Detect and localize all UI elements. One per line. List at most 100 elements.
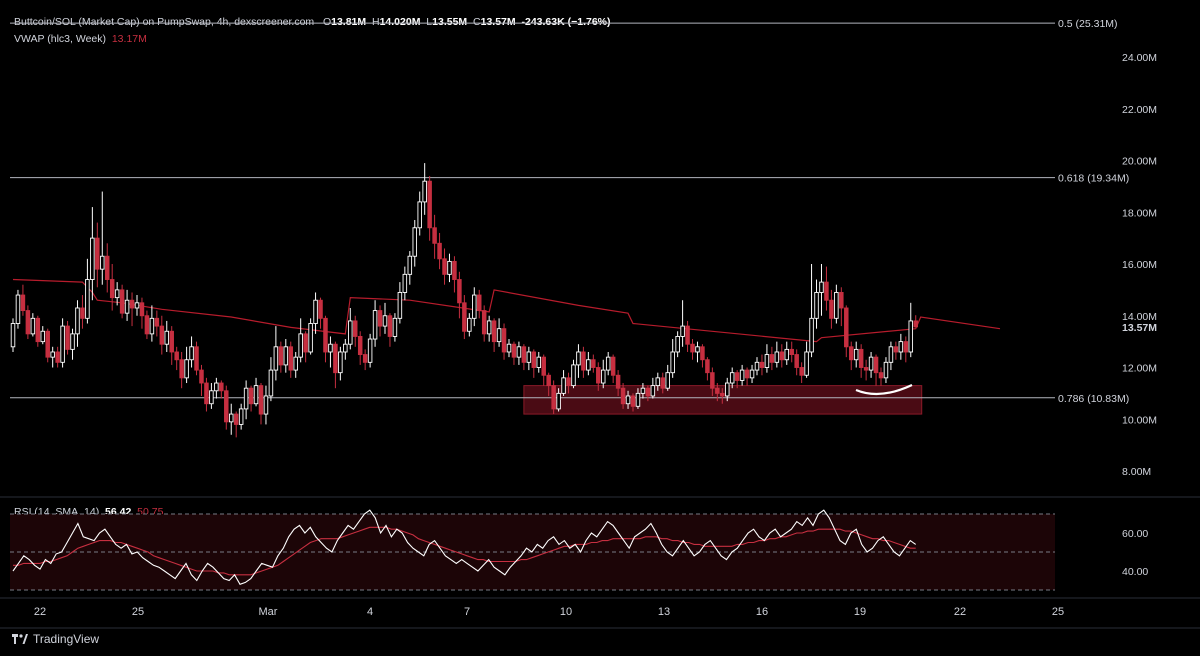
candle-body <box>690 343 695 353</box>
candle-body <box>333 343 338 374</box>
candle-body <box>749 369 755 379</box>
candle-body <box>824 281 829 301</box>
vwap-legend: VWAP (hlc3, Week) 13.17M <box>14 33 147 45</box>
time-tick-label: 25 <box>1052 606 1064 618</box>
candle-body <box>352 320 358 337</box>
candle-body <box>268 369 274 397</box>
candle-body <box>695 346 700 353</box>
candle-body <box>303 333 308 353</box>
candle-body <box>898 341 904 353</box>
candle-body <box>10 323 16 348</box>
candle-body <box>516 346 522 358</box>
candle-body <box>338 351 343 374</box>
candle-body <box>600 369 606 384</box>
candle-body <box>288 346 294 371</box>
candle-body <box>233 413 239 425</box>
candle-body <box>15 294 21 324</box>
candle-body <box>214 382 219 392</box>
candle-body <box>238 408 244 425</box>
candle-body <box>729 372 735 384</box>
candle-body <box>605 356 611 371</box>
candle-body <box>814 292 819 319</box>
candle-body <box>844 307 849 348</box>
rsi-tick-label: 40.00 <box>1122 566 1148 578</box>
candle-body <box>273 346 279 371</box>
low-label: L <box>426 16 433 28</box>
candle-body <box>258 385 264 415</box>
candle-body <box>144 315 150 335</box>
candle-body <box>734 372 740 381</box>
candle-body <box>878 372 884 379</box>
candle-body <box>774 351 780 363</box>
candle-body <box>834 292 839 319</box>
candle-body <box>95 237 100 270</box>
candle-body <box>134 302 140 309</box>
candle-body <box>90 237 95 280</box>
candle-body <box>323 317 328 353</box>
chart-header: Buttcoin/SOL (Market Cap) on PumpSwap, 4… <box>14 16 611 28</box>
rsi-line <box>12 509 917 585</box>
candle-body <box>620 387 626 405</box>
candle-body <box>809 317 814 353</box>
candle-body <box>184 359 189 379</box>
candle-body <box>521 346 527 363</box>
candle-body <box>586 359 591 371</box>
candle-body <box>715 387 720 394</box>
candle-body <box>481 310 487 335</box>
candle-body <box>45 330 50 358</box>
candle-body <box>109 279 115 299</box>
candle-body <box>427 180 432 229</box>
candle-body <box>506 343 512 353</box>
candle-body <box>625 395 631 405</box>
low-value: 13.55M <box>432 16 468 28</box>
candle-body <box>50 351 55 358</box>
vwap-line <box>12 278 1001 343</box>
candle-body <box>149 317 155 335</box>
price-tick-label: 20.00M <box>1122 156 1157 168</box>
candle-body <box>596 367 601 384</box>
candle-body <box>710 372 715 389</box>
candle-body <box>536 356 542 368</box>
candle-body <box>65 325 70 350</box>
candle-body <box>645 387 651 397</box>
candle-body <box>204 382 209 405</box>
candle-body <box>675 336 680 353</box>
tradingview-brand[interactable]: TradingView <box>12 632 99 646</box>
candle-body <box>546 374 551 387</box>
time-tick-label: 25 <box>132 606 144 618</box>
vwap-value: 13.17M <box>111 33 147 45</box>
candle-body <box>392 317 398 337</box>
candle-body <box>432 227 437 244</box>
tradingview-logo-icon <box>12 634 28 644</box>
candle-body <box>377 310 383 327</box>
candle-body <box>437 242 442 260</box>
time-tick-label: 22 <box>954 606 966 618</box>
candle-body <box>80 307 85 319</box>
price-tick-label: 12.00M <box>1122 363 1157 375</box>
support-zone <box>523 385 923 415</box>
price-tick-label: 24.00M <box>1122 52 1157 64</box>
candle-body <box>660 377 666 389</box>
candle-body <box>576 351 581 366</box>
candle-body <box>60 325 65 363</box>
candle-body <box>397 292 403 319</box>
candle-body <box>417 201 422 229</box>
last-price-label: 13.57M <box>1122 322 1157 334</box>
close-label: C <box>473 16 481 28</box>
candle-body <box>362 354 368 363</box>
candle-body <box>739 369 745 381</box>
candle-body <box>829 299 834 319</box>
candle-body <box>551 385 556 410</box>
candle-body <box>348 320 353 345</box>
candle-body <box>531 351 537 368</box>
candle-body <box>526 351 532 363</box>
candle-body <box>224 390 229 423</box>
candle-body <box>873 356 879 374</box>
candle-body <box>819 281 824 293</box>
vwap-label: VWAP (hlc3, Week) <box>14 33 106 45</box>
candle-body <box>164 330 170 345</box>
fib-label: 0.786 (10.83M) <box>1058 393 1129 405</box>
candle-body <box>159 325 165 345</box>
candle-body <box>670 351 675 374</box>
